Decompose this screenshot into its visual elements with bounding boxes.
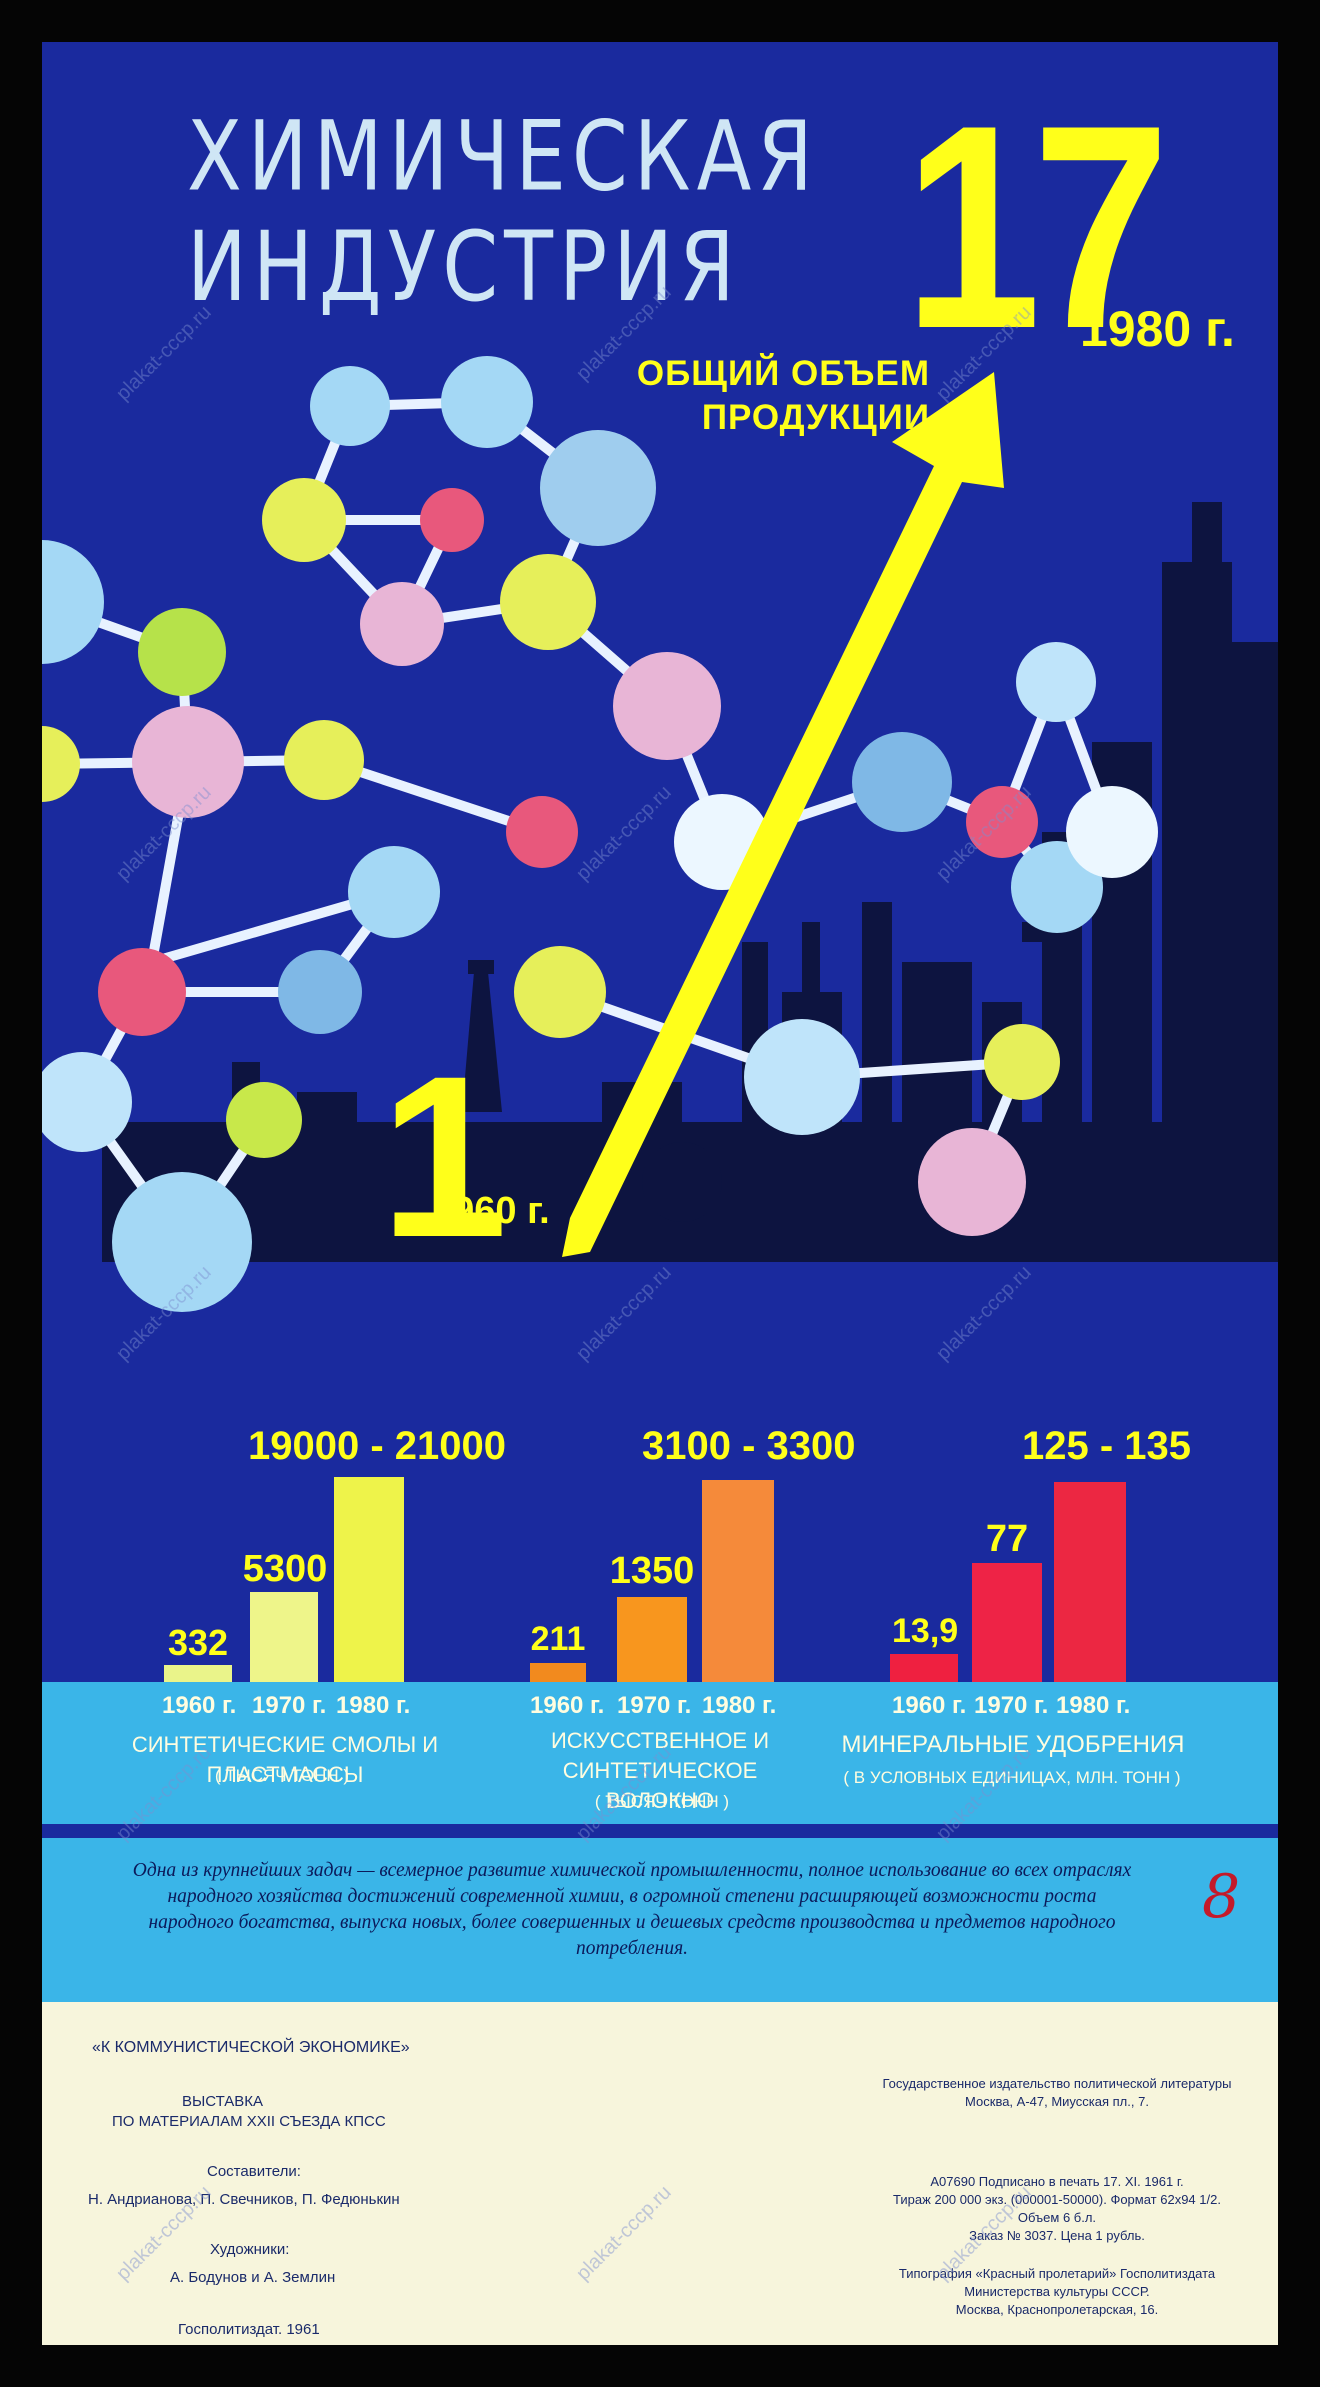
bar-fertilizers-1970	[972, 1563, 1042, 1682]
printer-line-3: Москва, Краснопролетарская, 16.	[955, 2302, 1159, 2317]
series-title: «К КОММУНИСТИЧЕСКОЙ ЭКОНОМИКЕ»	[92, 2039, 410, 2056]
bar-fiber-1970	[617, 1597, 687, 1682]
print-line-4: Заказ № 3037. Цена 1 рубль.	[969, 2228, 1145, 2243]
publisher-year: Госполитиздат. 1961	[178, 2321, 320, 2338]
year-fertilizers-1980: 1980 г.	[1056, 1692, 1131, 1719]
year-fertilizers-1970: 1970 г.	[974, 1692, 1049, 1719]
category-plastics: СИНТЕТИЧЕСКИЕ СМОЛЫ И ПЛАСТМАССЫ	[131, 1732, 439, 1787]
year-plastics-1970: 1970 г.	[252, 1692, 327, 1719]
bar-fiber-1980	[702, 1480, 774, 1682]
label-plastics-1970: 5300	[242, 1548, 328, 1590]
label-fiber-1970: 1350	[609, 1550, 695, 1592]
bar-plastics-1970	[250, 1592, 318, 1682]
volume-label-line-2: ПРОДУКЦИИ	[701, 398, 930, 437]
molecule-illustration	[42, 356, 1278, 1312]
chart-fiber: 211 1350 3100 - 3300	[42, 1382, 1278, 1682]
publisher-line-1: Государственное издательство политическо…	[882, 2076, 1232, 2091]
year-1960: 1960 г.	[432, 1190, 550, 1232]
publisher-line-2: Москва, А-47, Миусская пл., 7.	[965, 2094, 1149, 2109]
unit-plastics: ( ТЫСЯЧ ТОНН )	[214, 1766, 350, 1785]
bar-fertilizers-1960	[890, 1654, 958, 1682]
bar-fiber-1960	[530, 1663, 586, 1682]
label-plastics-1960: 332	[167, 1622, 229, 1663]
bar-charts: 332 5300 19000 - 21000 211 1350 3100 - 3…	[42, 1382, 1278, 1682]
poster: ХИМИЧЕСКАЯ ИНДУСТРИЯ 17 1980 г. ОБЩИЙ ОБ…	[42, 42, 1278, 2345]
compilers-names: Н. Андрианова, П. Свечников, П. Федюньки…	[88, 2191, 400, 2208]
year-1980: 1980 г.	[1080, 301, 1235, 357]
unit-fertilizers: ( В УСЛОВНЫХ ЕДИНИЦАХ, МЛН. ТОНН )	[843, 1768, 1181, 1787]
label-fertilizers-1980: 125 - 135	[1022, 1424, 1192, 1468]
label-fiber-1980: 3100 - 3300	[642, 1424, 856, 1468]
printer-line-1: Типография «Красный пролетарий» Госполит…	[898, 2266, 1216, 2281]
category-band: 1960 г. 1970 г. 1980 г. 1960 г. 1970 г. …	[42, 1682, 1278, 1824]
description-text: Одна из крупнейших задач — всемерное раз…	[132, 1860, 1132, 1959]
year-plastics-1960: 1960 г.	[162, 1692, 237, 1719]
value-1960: 1	[380, 1028, 508, 1285]
label-fiber-1960: 211	[530, 1620, 586, 1658]
imprint-section: «К КОММУНИСТИЧЕСКОЙ ЭКОНОМИКЕ» ВЫСТАВКА …	[42, 2002, 1278, 2345]
bar-fertilizers-1980	[1054, 1482, 1126, 1682]
volume-label: ОБЩИЙ ОБЪЕМ ПРОДУКЦИИ	[560, 352, 930, 440]
year-fertilizers-1960: 1960 г.	[892, 1692, 967, 1719]
description-band	[42, 1838, 1278, 2002]
year-fiber-1970: 1970 г.	[617, 1692, 692, 1719]
category-fiber: ИСКУССТВЕННОЕ И СИНТЕТИЧЕСКОЕ ВОЛОКНО	[550, 1728, 770, 1813]
exhibition-line-1: ВЫСТАВКА	[182, 2093, 264, 2110]
growth-arrow	[562, 372, 1004, 1257]
print-line-1: А07690 Подписано в печать 17. XI. 1961 г…	[930, 2174, 1184, 2189]
label-plastics-1980: 19000 - 21000	[248, 1424, 507, 1468]
poster-title: ХИМИЧЕСКАЯ ИНДУСТРИЯ	[187, 100, 819, 323]
label-fertilizers-1960: 13,9	[892, 1612, 959, 1650]
title-line-2: ИНДУСТРИЯ	[187, 211, 741, 323]
year-fiber-1980: 1980 г.	[702, 1692, 777, 1719]
artists-names: А. Бодунов и А. Землин	[170, 2269, 336, 2286]
chart-plastics: 332 5300 19000 - 21000	[42, 1382, 1278, 1682]
print-line-2: Тираж 200 000 экз. (000001-50000). Форма…	[893, 2192, 1221, 2207]
bar-plastics-1980	[334, 1477, 404, 1682]
chart-fertilizers: 13,9 77 125 - 135	[42, 1382, 1278, 1682]
print-line-3: Объем 6 б.л.	[1017, 2210, 1097, 2225]
handwritten-number: 8	[1202, 1862, 1241, 1932]
artists-label: Художники:	[210, 2241, 290, 2258]
bar-plastics-1960	[164, 1665, 232, 1682]
printer-line-2: Министерства культуры СССР.	[964, 2284, 1150, 2299]
volume-label-line-1: ОБЩИЙ ОБЪЕМ	[636, 354, 930, 393]
compilers-label: Составители:	[207, 2163, 301, 2180]
value-1980: 17	[904, 65, 1170, 389]
title-line-1: ХИМИЧЕСКАЯ	[187, 100, 819, 213]
exhibition-line-2: ПО МАТЕРИАЛАМ XXII СЪЕЗДА КПСС	[112, 2113, 386, 2130]
year-plastics-1980: 1980 г.	[336, 1692, 411, 1719]
unit-fiber: ( ТЫСЯЧ ТОНН )	[594, 1792, 730, 1811]
label-fertilizers-1970: 77	[985, 1518, 1029, 1560]
year-fiber-1960: 1960 г.	[530, 1692, 605, 1719]
category-fertilizers: МИНЕРАЛЬНЫЕ УДОБРЕНИЯ	[841, 1731, 1185, 1758]
